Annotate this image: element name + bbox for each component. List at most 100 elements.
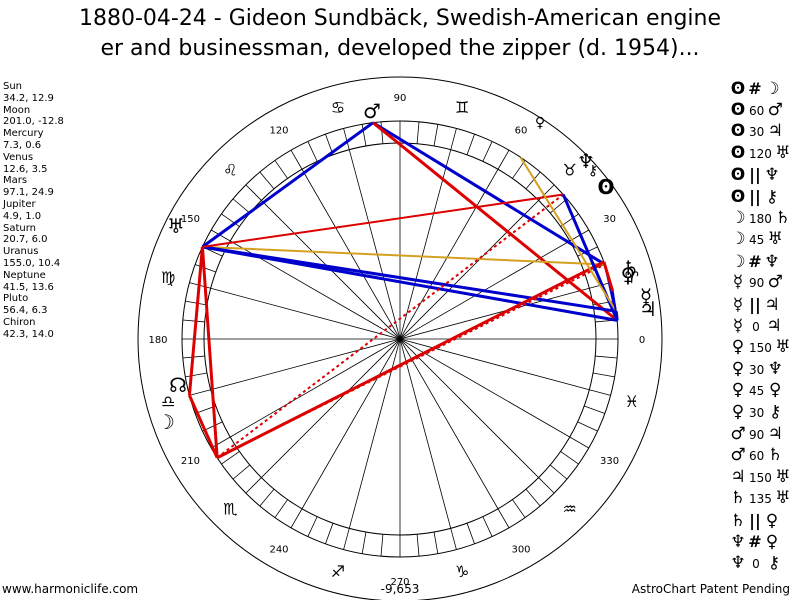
website-link[interactable]: www.harmoniclife.com bbox=[2, 582, 139, 596]
aspect-row: ʘ 30 ♃ bbox=[729, 121, 792, 143]
degree-tick bbox=[185, 372, 208, 378]
moon-glyph: ☽ bbox=[157, 410, 175, 434]
degree-tick bbox=[466, 134, 475, 155]
house-spoke bbox=[210, 287, 590, 391]
aspect-row: ☿ 90 ♂ bbox=[729, 272, 792, 294]
aspect-row: ☽ # ♆ bbox=[729, 251, 792, 273]
aspect-type: 0 bbox=[752, 557, 760, 572]
aspect-lines bbox=[187, 121, 619, 460]
aspect-line-mars-sun bbox=[372, 121, 606, 266]
aspect-row: ♂ 60 ♄ bbox=[729, 445, 792, 467]
degree-tick bbox=[538, 477, 555, 494]
aspect-planet-2: ♄ bbox=[775, 207, 791, 228]
aspect-row: ♄ 135 ♅ bbox=[729, 488, 792, 510]
aspect-line-moon-neptune bbox=[216, 193, 564, 459]
aspect-planet-1: ♀ bbox=[731, 337, 745, 358]
aspect-line-uranus-neptune bbox=[202, 193, 564, 248]
aspect-line-saturn-venus bbox=[602, 261, 615, 292]
zodiac-sign-6: ♎ bbox=[161, 392, 175, 411]
aspect-planet-1: ♄ bbox=[730, 488, 746, 509]
aspect-planet-2: ♀ bbox=[765, 510, 779, 531]
degree-tick bbox=[584, 405, 605, 414]
aspect-planet-1: ʘ bbox=[730, 121, 746, 142]
degree-tick bbox=[589, 389, 611, 396]
degree-tick bbox=[497, 150, 510, 170]
chiron-glyph: ⚷ bbox=[588, 163, 598, 179]
degree-label: 180 bbox=[148, 335, 167, 346]
aspect-planet-2: ☽ bbox=[764, 79, 780, 99]
position-name-jupiter: Jupiter bbox=[3, 198, 36, 210]
aspect-planet-1: ʘ bbox=[730, 142, 746, 163]
aspect-line-moon-sun bbox=[216, 263, 606, 459]
aspect-planet-1: ʘ bbox=[730, 99, 746, 120]
position-name-venus: Venus bbox=[3, 151, 34, 163]
aspect-planet-2: ♂ bbox=[767, 99, 783, 120]
aspect-row: ☽ 180 ♄ bbox=[729, 208, 792, 230]
zodiac-sign-3: ♋ bbox=[331, 98, 345, 117]
position-name-mercury: Mercury bbox=[3, 128, 44, 140]
title-line-1: 1880-04-24 - Gideon Sundbäck, Swedish-Am… bbox=[78, 6, 722, 31]
venus-glyph: ♀ bbox=[621, 263, 636, 287]
aspect-line-mars-jupiter bbox=[372, 121, 619, 322]
aspect-type: 90 bbox=[749, 276, 765, 291]
degree-tick bbox=[195, 264, 216, 273]
aspect-planet-2: ♅ bbox=[775, 488, 791, 509]
aspect-row: ♆ 0 ⚷ bbox=[729, 553, 792, 575]
aspect-planet-2: ⚷ bbox=[765, 186, 779, 207]
aspect-planet-2: ⚷ bbox=[767, 553, 781, 574]
zodiac-sign-8: ♐ bbox=[331, 562, 345, 581]
degree-tick bbox=[416, 121, 420, 144]
degree-label: 0 bbox=[639, 335, 645, 346]
degree-tick bbox=[325, 523, 334, 544]
degree-tick bbox=[433, 124, 439, 147]
aspect-line-moon-uranus bbox=[200, 246, 219, 458]
aspect-type: || bbox=[749, 165, 761, 185]
zodiac-sign-1: ♉ bbox=[563, 160, 577, 179]
position-values-mars: 97.1, 24.9 bbox=[3, 187, 54, 199]
aspect-line-uranus-sun bbox=[202, 245, 605, 266]
degree-tick bbox=[307, 141, 318, 162]
aspect-planet-2: ♅ bbox=[767, 229, 783, 250]
zodiac-sign-9: ♑ bbox=[455, 562, 469, 581]
planet-glyphs: ♂♅☽☊ʘ♄♀☿♃♆♀⚷ bbox=[157, 99, 657, 434]
position-name-saturn: Saturn bbox=[3, 222, 37, 234]
aspect-planet-2: ♀ bbox=[765, 532, 779, 553]
degree-label: 300 bbox=[511, 545, 530, 556]
aspect-planet-2: ♅ bbox=[775, 466, 791, 487]
outer-ring bbox=[137, 76, 663, 600]
aspect-planet-2: ♃ bbox=[767, 423, 783, 444]
aspect-type: 30 bbox=[749, 125, 765, 140]
degree-label: 270 bbox=[390, 577, 409, 588]
aspect-row: ♃ 150 ♅ bbox=[729, 467, 792, 489]
degree-tick bbox=[245, 184, 262, 201]
degree-tick bbox=[450, 128, 457, 150]
degree-tick bbox=[560, 451, 579, 465]
aspect-type: 90 bbox=[749, 427, 765, 442]
aspect-type: 45 bbox=[749, 233, 765, 248]
aspect-line-venus-jupiter bbox=[611, 291, 619, 321]
degree-tick bbox=[343, 528, 350, 550]
aspect-planet-2: ⚷ bbox=[769, 401, 782, 422]
aspect-planet-2: ♅ bbox=[775, 337, 791, 358]
degree-tick bbox=[211, 229, 231, 242]
position-name-chiron: Chiron bbox=[3, 316, 36, 328]
aspect-row: ♀ 30 ♆ bbox=[729, 359, 792, 381]
aspect-row: ♆ # ♀ bbox=[729, 531, 792, 553]
zodiac-sign-7: ♏ bbox=[223, 500, 237, 519]
aspect-line-moon-node bbox=[188, 394, 219, 459]
aspect-planet-1: ♃ bbox=[730, 466, 746, 487]
aspect-type: # bbox=[748, 79, 762, 98]
aspect-planet-2: ♄ bbox=[767, 445, 783, 466]
aspect-type: 60 bbox=[749, 103, 765, 118]
degree-tick bbox=[416, 534, 420, 557]
aspect-planet-1: ♆ bbox=[730, 532, 746, 553]
position-values-moon: 201.0, -12.8 bbox=[3, 116, 64, 128]
degree-tick bbox=[525, 171, 541, 190]
degree-tick bbox=[549, 464, 568, 480]
aspect-planet-2: ♆ bbox=[767, 358, 783, 379]
aspect-planet-1: ♄ bbox=[730, 510, 746, 531]
degree-tick bbox=[221, 451, 240, 465]
aspect-row: ♄ || ♀ bbox=[729, 510, 792, 532]
aspect-type: || bbox=[749, 294, 761, 314]
aspect-planet-1: ♀ bbox=[731, 358, 745, 379]
